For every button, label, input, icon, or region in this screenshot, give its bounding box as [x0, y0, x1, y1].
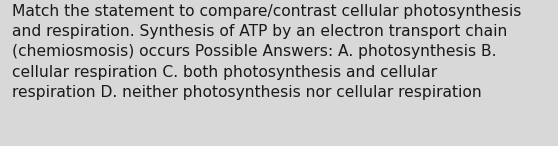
- Text: Match the statement to compare/contrast cellular photosynthesis
and respiration.: Match the statement to compare/contrast …: [12, 4, 522, 100]
